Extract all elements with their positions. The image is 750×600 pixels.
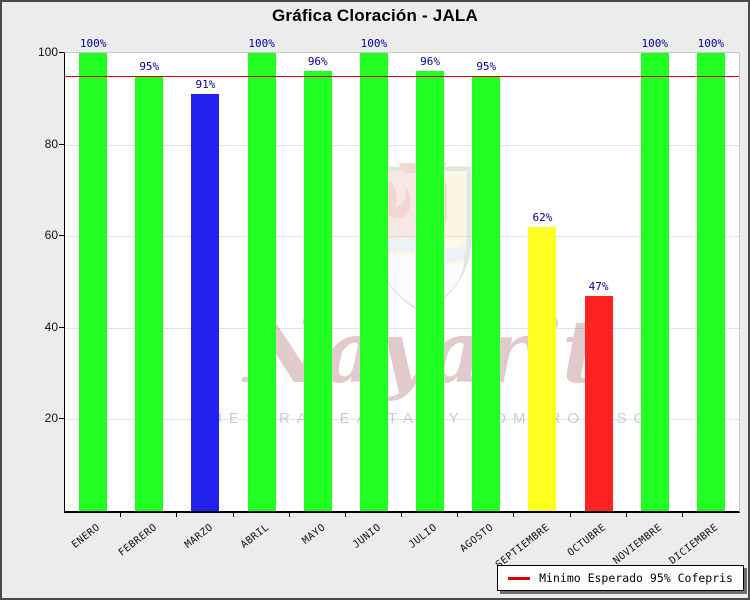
bar-value-label-marzo: 91% — [195, 78, 216, 92]
gridline-20 — [65, 419, 739, 421]
legend: Minimo Esperado 95% Cofepris — [497, 565, 744, 591]
x-tick-label-febrero: FEBRERO — [116, 522, 160, 559]
bar-diciembre — [696, 53, 725, 511]
bar-value-label-mayo: 96% — [307, 55, 328, 69]
bar-value-label-diciembre: 100% — [697, 37, 725, 50]
y-tick-label-80: 80 — [44, 136, 58, 151]
bar-febrero — [135, 75, 164, 511]
legend-label: Minimo Esperado 95% Cofepris — [539, 571, 733, 585]
x-tick-mark-11 — [681, 512, 683, 517]
bar-abril — [247, 53, 276, 511]
x-tick-label-enero: ENERO — [70, 522, 103, 551]
bar-noviembre — [640, 53, 669, 511]
x-tick-label-octubre: OCTUBRE — [565, 522, 609, 559]
gridline-60 — [65, 236, 739, 238]
bar-value-label-octubre: 47% — [588, 279, 609, 293]
y-tick-mark-100 — [59, 52, 64, 53]
bar-value-label-junio: 100% — [360, 37, 388, 50]
bar-agosto — [472, 75, 501, 511]
y-tick-mark-80 — [59, 143, 64, 145]
x-tick-mark-5 — [344, 512, 346, 517]
y-tick-label-60: 60 — [44, 228, 58, 243]
x-tick-mark-9 — [569, 512, 571, 517]
x-tick-mark-1 — [120, 512, 122, 517]
x-tick-mark-7 — [457, 512, 459, 517]
bar-junio — [359, 53, 388, 511]
bar-value-label-enero: 100% — [79, 37, 107, 50]
x-tick-mark-10 — [625, 512, 627, 517]
x-tick-label-junio: JUNIO — [351, 522, 384, 551]
bar-octubre — [584, 295, 613, 511]
y-tick-mark-40 — [59, 326, 64, 328]
y-tick-label-40: 40 — [44, 319, 58, 334]
bar-value-label-abril: 100% — [248, 37, 275, 50]
bar-mayo — [303, 71, 332, 511]
x-tick-mark-8 — [513, 512, 515, 517]
plot-area: Nayarit NUESTRA LEALTAD Y COMPROMISO 100… — [64, 37, 740, 513]
x-tick-label-septiembre: SEPTIEMBRE — [494, 522, 553, 571]
x-tick-label-agosto: AGOSTO — [458, 522, 497, 555]
bar-value-label-agosto: 95% — [476, 59, 497, 73]
x-tick-mark-6 — [401, 512, 402, 517]
gridline-40 — [65, 327, 739, 329]
x-tick-label-abril: ABRIL — [238, 522, 272, 551]
threshold-line-95 — [65, 75, 739, 77]
gridline-80 — [65, 144, 739, 146]
x-tick-label-marzo: MARZO — [182, 522, 216, 551]
x-tick-mark-3 — [232, 512, 234, 517]
legend-line-swatch — [508, 576, 531, 580]
x-tick-label-diciembre: DICIEMBRE — [667, 522, 721, 567]
y-tick-mark-20 — [59, 418, 64, 420]
bar-value-label-julio: 96% — [420, 55, 441, 69]
y-tick-label-100: 100 — [37, 45, 58, 59]
chart-title: Gráfica Cloración - JALA — [271, 6, 478, 25]
bar-marzo — [191, 94, 220, 511]
bar-septiembre — [528, 227, 557, 511]
x-tick-label-noviembre: NOVIEMBRE — [611, 522, 665, 567]
bar-value-label-noviembre: 100% — [641, 37, 669, 50]
x-tick-mark-4 — [288, 512, 290, 517]
y-tick-mark-60 — [59, 235, 64, 237]
bar-julio — [416, 71, 445, 511]
x-tick-mark-2 — [176, 512, 178, 517]
x-tick-label-mayo: MAYO — [300, 522, 328, 547]
bar-value-label-febrero: 95% — [139, 59, 160, 73]
x-tick-label-julio: JULIO — [407, 522, 440, 551]
y-tick-label-20: 20 — [44, 411, 58, 426]
bar-value-label-septiembre: 62% — [532, 211, 553, 225]
bar-enero — [79, 53, 108, 511]
